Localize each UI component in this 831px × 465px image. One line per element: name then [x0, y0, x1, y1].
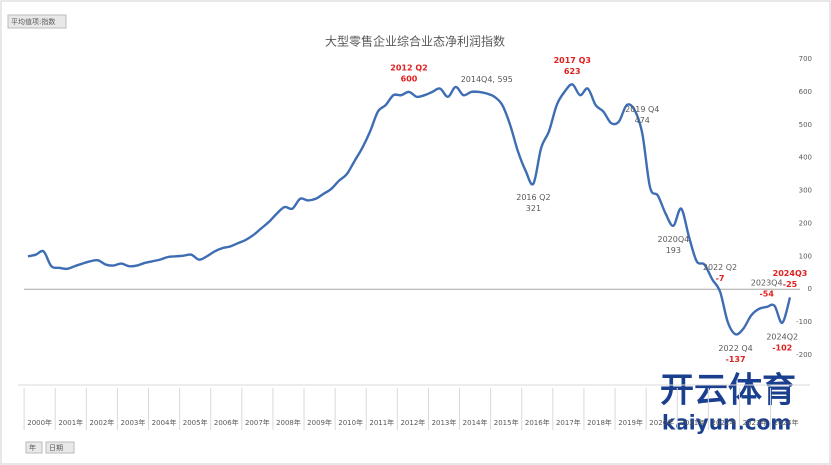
- y-tick-label: 600: [799, 88, 812, 96]
- point-label: 2022 Q2: [703, 263, 737, 272]
- x-tick-label: 2014年: [463, 418, 488, 427]
- y-tick-label: 200: [799, 219, 812, 227]
- value-label: -54: [759, 289, 774, 298]
- filter-box[interactable]: [45, 441, 75, 454]
- x-tick-label: 2009年: [307, 418, 332, 427]
- x-tick-label: 2000年: [27, 418, 52, 427]
- value-label: 321: [526, 204, 541, 213]
- x-tick-label: 2024年: [774, 418, 799, 427]
- x-tick-label: 2018年: [587, 418, 612, 427]
- point-label: 2012 Q2: [390, 63, 427, 72]
- x-tick-label: 2016年: [525, 418, 550, 427]
- y-tick-label: 700: [799, 55, 812, 63]
- x-tick-label: 2001年: [58, 418, 83, 427]
- filter-box[interactable]: [25, 441, 43, 454]
- value-label: 193: [666, 246, 681, 255]
- x-tick-label: 2022年: [711, 418, 736, 427]
- field-button-box[interactable]: [7, 14, 67, 29]
- x-tick-label: 2023年: [743, 418, 768, 427]
- value-label: -102: [772, 343, 792, 352]
- value-label: -137: [726, 355, 746, 364]
- point-label: 2023Q4: [751, 278, 783, 287]
- y-tick-label: 0: [808, 285, 812, 293]
- value-label: -7: [716, 274, 725, 283]
- point-label: 2017 Q3: [554, 56, 591, 65]
- x-tick-label: 2008年: [276, 418, 301, 427]
- y-tick-label: -200: [796, 351, 812, 359]
- point-label: 2024Q3: [773, 269, 808, 278]
- filter-button[interactable]: 日期: [49, 444, 63, 452]
- point-label: 2016 Q2: [516, 193, 550, 202]
- line: [27, 83, 792, 336]
- x-tick-label: 2020年: [649, 418, 674, 427]
- x-tick-label: 2004年: [152, 418, 177, 427]
- point-label: 2014Q4, 595: [461, 75, 513, 84]
- x-tick-label: 2002年: [89, 418, 114, 427]
- y-tick-label: -100: [796, 318, 812, 326]
- x-tick-label: 2013年: [432, 418, 457, 427]
- point-label: 2022 Q4: [718, 344, 752, 353]
- x-tick-label: 2017年: [556, 418, 581, 427]
- point-label: 2019 Q4: [625, 105, 659, 114]
- watermark: kaiyun.com: [662, 411, 791, 435]
- x-tick-label: 2006年: [214, 418, 239, 427]
- y-tick-label: 400: [799, 154, 812, 162]
- x-tick-label: 2011年: [369, 418, 394, 427]
- x-tick-label: 2010年: [338, 418, 363, 427]
- x-tick-label: 2019年: [618, 418, 643, 427]
- x-tick-label: 2005年: [183, 418, 208, 427]
- point-label: 2024Q2: [766, 332, 798, 341]
- x-tick-label: 2015年: [494, 418, 519, 427]
- x-tick-label: 2021年: [680, 418, 705, 427]
- value-label: 474: [635, 116, 650, 125]
- x-tick-label: 2007年: [245, 418, 270, 427]
- y-tick-label: 500: [799, 121, 812, 129]
- field-button[interactable]: 平均值项:指数: [11, 17, 55, 26]
- x-tick-label: 2012年: [400, 418, 425, 427]
- chart-title: 大型零售企业综合业态净利润指数: [325, 34, 505, 49]
- filter-button[interactable]: 年: [29, 443, 36, 452]
- value-label: 600: [401, 74, 418, 83]
- point-label: 2020Q4: [657, 235, 689, 244]
- watermark: 开云体育: [660, 371, 796, 411]
- y-tick-label: 100: [799, 252, 812, 260]
- value-label: 623: [564, 67, 581, 76]
- y-tick-label: 300: [799, 187, 812, 195]
- value-label: -25: [783, 280, 798, 289]
- x-tick-label: 2003年: [121, 418, 146, 427]
